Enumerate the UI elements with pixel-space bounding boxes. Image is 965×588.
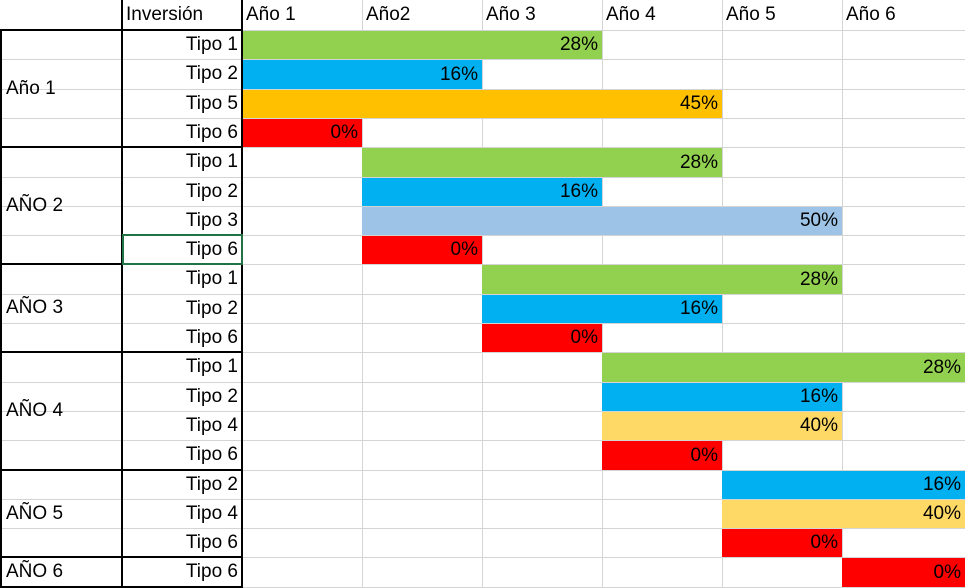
grid-row-line	[0, 528, 965, 529]
gantt-bar: 16%	[362, 178, 602, 206]
grid-row-line	[0, 177, 965, 178]
investment-type-label: Tipo 2	[185, 181, 238, 202]
header-year: Año 1	[246, 4, 296, 25]
gantt-bar: 28%	[362, 148, 722, 177]
selected-cell[interactable]	[122, 234, 243, 265]
grid-row-line	[0, 30, 965, 31]
grid-row-line	[0, 411, 965, 412]
header-year: Año 5	[726, 4, 776, 25]
grid-row-line	[0, 206, 965, 207]
gantt-bar: 0%	[362, 236, 482, 264]
investment-type-label: Tipo 4	[185, 415, 238, 436]
gantt-bar: 40%	[722, 500, 965, 528]
year-group-label: AÑO 6	[6, 561, 64, 582]
year-group-label: Año 1	[6, 78, 56, 99]
grid-row-line	[0, 323, 965, 324]
gantt-bar: 28%	[242, 31, 602, 59]
investment-type-label: Tipo 2	[185, 474, 238, 495]
column-border	[121, 0, 123, 588]
gantt-bar: 40%	[602, 412, 842, 440]
gantt-bar: 16%	[602, 383, 842, 411]
grid-row-line	[0, 294, 965, 295]
grid-row-line	[0, 499, 965, 500]
year-group-label: AÑO 2	[6, 195, 64, 216]
grid-row-line	[0, 59, 965, 60]
investment-type-label: Tipo 5	[185, 93, 238, 114]
investment-type-label: Tipo 2	[185, 63, 238, 84]
grid-row-line	[0, 264, 965, 265]
investment-type-label: Tipo 6	[185, 561, 238, 582]
grid-row-line	[0, 557, 965, 558]
investment-type-label: Tipo 6	[185, 444, 238, 465]
investment-type-label: Tipo 3	[185, 210, 238, 231]
grid-row-line	[0, 352, 965, 353]
gantt-bar: 0%	[242, 119, 362, 147]
header-year: Año 3	[486, 4, 536, 25]
gantt-bar: 28%	[602, 353, 965, 382]
gantt-bar: 0%	[602, 441, 722, 470]
grid-row-line	[0, 235, 965, 236]
grid-row-line	[0, 147, 965, 148]
grid-row-line	[0, 470, 965, 471]
investment-type-label: Tipo 1	[185, 151, 238, 172]
header-inversion: Inversión	[126, 4, 204, 25]
left-border	[0, 30, 2, 588]
gantt-bar: 0%	[842, 558, 965, 587]
gantt-bar: 0%	[482, 324, 602, 352]
investment-type-label: Tipo 2	[185, 298, 238, 319]
investment-type-label: Tipo 4	[185, 503, 238, 524]
year-group-label: AÑO 4	[6, 400, 64, 421]
grid-row-line	[0, 118, 965, 119]
investment-type-label: Tipo 6	[185, 122, 238, 143]
investment-type-label: Tipo 2	[185, 386, 238, 407]
year-group-label: AÑO 5	[6, 503, 64, 524]
gantt-bar: 28%	[482, 265, 842, 294]
gantt-bar: 16%	[482, 295, 722, 323]
investment-type-label: Tipo 6	[185, 239, 238, 260]
investment-type-label: Tipo 1	[185, 356, 238, 377]
grid-row-line	[0, 89, 965, 90]
gantt-bar: 45%	[242, 90, 722, 118]
header-year: Año 6	[846, 4, 896, 25]
header-year: Año2	[366, 4, 411, 25]
gantt-bar: 16%	[242, 60, 482, 89]
gantt-bar: 16%	[722, 471, 965, 499]
column-border	[241, 0, 243, 588]
investment-type-label: Tipo 6	[185, 532, 238, 553]
grid-row-line	[0, 440, 965, 441]
grid-row-line	[0, 382, 965, 383]
investment-type-label: Tipo 1	[185, 268, 238, 289]
header-year: Año 4	[606, 4, 656, 25]
gantt-bar: 0%	[722, 529, 842, 557]
year-group-label: AÑO 3	[6, 297, 64, 318]
investment-type-label: Tipo 6	[185, 327, 238, 348]
investment-type-label: Tipo 1	[185, 34, 238, 55]
gantt-bar: 50%	[362, 207, 842, 235]
